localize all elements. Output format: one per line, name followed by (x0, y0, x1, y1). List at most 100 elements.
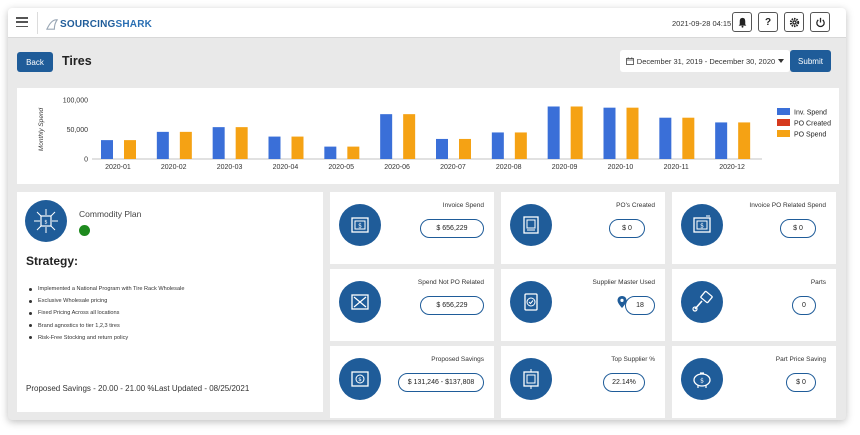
calendar-icon (625, 57, 634, 65)
logout-button[interactable] (810, 12, 830, 32)
card-title: Part Price Saving (775, 356, 826, 363)
caret-down-icon (778, 59, 785, 63)
not-po-icon (339, 281, 381, 323)
back-button[interactable]: Back (17, 52, 53, 72)
logo-text: SOURCINGSHARK (60, 18, 153, 30)
card-value: $ 656,229 (420, 219, 484, 238)
bell-icon (738, 17, 746, 28)
top-supplier-icon (510, 358, 552, 400)
card-invoice-spend[interactable]: $ Invoice Spend $ 656,229 (330, 192, 494, 264)
strategy-list: Implemented a National Program with Tire… (29, 286, 184, 347)
card-title: Invoice Spend (442, 202, 484, 209)
card-invoice-po-related-spend[interactable]: $ Invoice PO Related Spend $ 0 (672, 192, 836, 264)
legend-label: PO Spend (794, 132, 826, 139)
help-button[interactable]: ? (758, 12, 778, 32)
svg-text:$: $ (700, 378, 704, 385)
logo[interactable]: SOURCINGSHARK (46, 15, 152, 33)
page-title: Tires (62, 54, 92, 68)
svg-text:$: $ (44, 220, 47, 226)
po-document-icon (510, 204, 552, 246)
status-indicator (79, 225, 90, 236)
card-value: 22.14% (603, 373, 645, 392)
app-window: SOURCINGSHARK 2021-09-28 04:15 ? Back Ti… (8, 8, 846, 420)
submit-button[interactable]: Submit (790, 50, 831, 72)
piggy-bank-icon: $ (681, 358, 723, 400)
bar-inv-spend (659, 117, 672, 159)
y-tick-label: 50,000 (67, 127, 89, 134)
y-tick-label: 0 (84, 157, 88, 164)
divider (37, 12, 38, 34)
svg-text:$: $ (700, 223, 704, 230)
card-title: Invoice PO Related Spend (749, 202, 826, 209)
commodity-plan-panel: $ Commodity Plan Strategy: Implemented a… (17, 192, 323, 412)
bar-po-spend (626, 107, 639, 159)
bar-po-spend (682, 117, 695, 159)
bar-inv-spend (212, 127, 225, 159)
svg-text:$: $ (358, 223, 362, 230)
notifications-button[interactable] (732, 12, 752, 32)
proposed-savings-footnote: Proposed Savings - 20.00 - 21.00 %Last U… (26, 384, 250, 393)
invoice-icon: $ (339, 204, 381, 246)
bar-po-spend (459, 138, 471, 159)
bar-inv-spend (380, 114, 393, 159)
bar-po-spend (403, 114, 416, 159)
card-proposed-savings[interactable]: $ Proposed Savings $ 131,246 - $137,808 (330, 346, 494, 418)
page-header: Back Tires December 31, 2019 - December … (8, 46, 846, 84)
bar-inv-spend (715, 122, 728, 159)
card-title: Spend Not PO Related (417, 279, 484, 286)
bar-inv-spend (436, 138, 448, 159)
gear-icon (789, 17, 799, 27)
card-parts[interactable]: Parts 0 (672, 269, 836, 341)
card-title: Top Supplier % (611, 356, 655, 363)
bar-po-spend (738, 122, 751, 159)
card-supplier-master-used[interactable]: Supplier Master Used 18 (501, 269, 665, 341)
svg-text:$: $ (358, 377, 362, 383)
bar-po-spend (347, 146, 360, 159)
x-tick-label: 2020-10 (608, 164, 634, 171)
x-tick-label: 2020-11 (664, 164, 689, 171)
list-item: Implemented a National Program with Tire… (29, 286, 184, 292)
power-icon (815, 17, 825, 27)
x-tick-label: 2020-06 (384, 164, 410, 171)
x-tick-label: 2020-09 (552, 164, 578, 171)
y-axis-label: Monthly Spend (38, 107, 45, 151)
bottom-section: $ Commodity Plan Strategy: Implemented a… (17, 192, 839, 418)
card-top-supplier[interactable]: Top Supplier % 22.14% (501, 346, 665, 418)
date-range-value: December 31, 2019 - December 30, 2020 (636, 56, 776, 66)
chart-svg: 0 50,000 100,000 Monthly Spend 2020-01 2020-0… (38, 98, 831, 172)
bar-inv-spend (547, 106, 560, 159)
bar-inv-spend (101, 140, 113, 159)
piston-icon (681, 281, 723, 323)
bar-po-spend (179, 131, 192, 159)
commodity-icon: $ (34, 209, 58, 233)
card-pos-created[interactable]: PO's Created $ 0 (501, 192, 665, 264)
supplier-icon (510, 281, 552, 323)
x-tick-label: 2020-02 (161, 164, 187, 171)
settings-button[interactable] (784, 12, 804, 32)
list-item: Risk-Free Stocking and return policy (29, 335, 184, 341)
bar-inv-spend (324, 146, 337, 159)
card-value: $ 0 (609, 219, 645, 238)
commodity-plan-title: Commodity Plan (79, 209, 142, 219)
monthly-spend-chart: 0 50,000 100,000 Monthly Spend 2020-01 2020-0… (17, 88, 839, 184)
card-title: Supplier Master Used (592, 279, 656, 286)
x-tick-label: 2020-08 (496, 164, 522, 171)
top-bar: SOURCINGSHARK 2021-09-28 04:15 ? (8, 8, 846, 38)
bar-po-spend (570, 106, 583, 159)
card-value: $ 0 (786, 373, 816, 392)
legend-label: Inv. Spend (794, 110, 827, 117)
invoice-po-icon: $ (681, 204, 723, 246)
date-range-picker[interactable]: December 31, 2019 - December 30, 2020 (620, 50, 790, 72)
card-part-price-saving[interactable]: $ Part Price Saving $ 0 (672, 346, 836, 418)
card-value: $ 131,246 - $137,808 (398, 373, 484, 392)
card-spend-not-po-related[interactable]: Spend Not PO Related $ 656,229 (330, 269, 494, 341)
menu-icon[interactable] (16, 17, 28, 28)
shark-fin-icon (46, 18, 59, 30)
bar-po-spend (514, 132, 527, 159)
location-pin-icon (617, 296, 627, 308)
x-tick-label: 2020-07 (440, 164, 466, 171)
current-datetime: 2021-09-28 04:15 (672, 19, 732, 28)
list-item: Brand agnostics to tier 1,2,3 tires (29, 323, 184, 329)
card-title: Parts (810, 279, 826, 286)
bar-inv-spend (603, 107, 616, 159)
